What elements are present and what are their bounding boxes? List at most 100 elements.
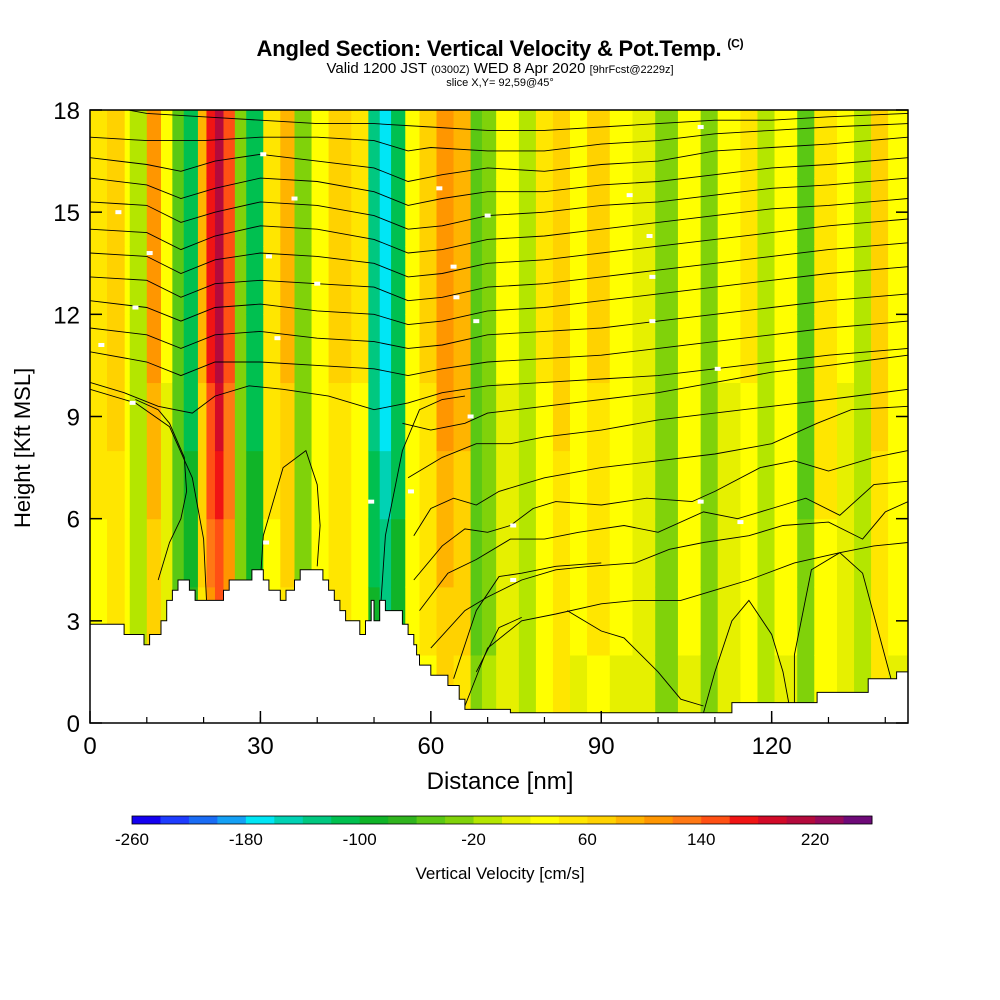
velocity-cell	[453, 246, 472, 315]
label-box	[98, 342, 105, 347]
velocity-cell	[814, 586, 838, 656]
velocity-cell	[294, 382, 313, 452]
velocity-cell	[328, 450, 352, 520]
velocity-cell	[587, 178, 611, 247]
theta-contour	[793, 552, 892, 703]
velocity-cell	[774, 110, 798, 179]
velocity-cell	[535, 314, 554, 384]
velocity-band	[570, 110, 588, 723]
velocity-cell	[161, 382, 173, 452]
label-box	[314, 281, 321, 286]
velocity-cell	[351, 314, 369, 384]
velocity-cell	[570, 178, 588, 247]
velocity-cell	[379, 246, 392, 315]
velocity-cell	[797, 246, 815, 315]
theta-contour-label	[510, 523, 517, 528]
velocity-cell	[280, 382, 296, 452]
velocity-cell	[183, 314, 199, 384]
velocity-cell	[481, 518, 497, 588]
forecast-info: [9hrFcst@2229z]	[589, 64, 674, 76]
velocity-cell	[419, 586, 438, 656]
velocity-cell	[223, 110, 236, 179]
x-axis-label: Distance [nm]	[426, 768, 574, 795]
velocity-cell	[161, 110, 173, 179]
velocity-cell	[587, 450, 611, 520]
velocity-cell	[470, 450, 483, 520]
theta-contour	[413, 405, 908, 536]
velocity-cell	[774, 382, 798, 452]
velocity-cell	[854, 314, 872, 384]
velocity-cell	[570, 518, 588, 588]
colorbar-tick-label: 220	[801, 830, 829, 849]
theta-contour	[453, 562, 602, 679]
velocity-cell	[419, 110, 438, 179]
velocity-band	[552, 110, 571, 723]
colorbar-swatch	[132, 816, 161, 824]
velocity-cell	[351, 110, 369, 179]
velocity-cell	[146, 314, 165, 384]
y-tick-label: 6	[67, 507, 80, 534]
velocity-cell	[368, 450, 381, 520]
velocity-cell	[570, 586, 588, 656]
velocity-cell	[700, 450, 719, 520]
colorbar: -260 -180 -100 -20 60 140 220	[115, 815, 873, 849]
velocity-cell	[197, 450, 210, 520]
velocity-cell	[814, 382, 838, 452]
velocity-cell	[677, 314, 702, 384]
theta-contour-label	[265, 254, 272, 259]
velocity-cell	[436, 110, 455, 179]
label-box	[436, 186, 443, 191]
velocity-cell	[436, 586, 455, 656]
velocity-cell	[496, 654, 520, 723]
velocity-cell	[311, 246, 330, 315]
velocity-cell	[700, 246, 719, 315]
velocity-cell	[379, 382, 392, 452]
theta-contour	[90, 218, 908, 278]
velocity-band	[774, 110, 798, 723]
velocity-cell	[496, 586, 520, 656]
colorbar-swatch	[188, 816, 218, 824]
velocity-cell	[391, 450, 406, 520]
velocity-band	[740, 110, 759, 723]
label-box	[646, 234, 653, 239]
x-tick-label: 30	[247, 733, 274, 760]
velocity-cell	[570, 110, 588, 179]
velocity-cell	[632, 586, 656, 656]
velocity-band	[632, 110, 656, 723]
velocity-cell	[391, 382, 406, 452]
colorbar-swatch	[758, 816, 788, 824]
velocity-cell	[129, 246, 148, 315]
velocity-cell	[717, 246, 742, 315]
colorbar-tick-label: -180	[229, 830, 263, 849]
velocity-cell	[655, 246, 679, 315]
velocity-cell	[90, 246, 108, 315]
velocity-cell	[518, 382, 537, 452]
terrain-mask	[90, 569, 908, 723]
colorbar-tick-label: -260	[115, 830, 149, 849]
velocity-cell	[552, 586, 571, 656]
velocity-cell	[481, 654, 497, 723]
velocity-cell	[223, 450, 236, 520]
velocity-cell	[700, 110, 719, 179]
velocity-band	[609, 110, 634, 723]
label-box	[697, 125, 704, 130]
velocity-cell	[294, 110, 313, 179]
velocity-cell	[328, 382, 352, 452]
theta-contour	[90, 388, 207, 601]
velocity-cell	[129, 178, 148, 247]
velocity-cell	[717, 382, 742, 452]
y-tick-label: 12	[53, 302, 80, 329]
velocity-cell	[717, 586, 742, 656]
x-tick-label: 0	[83, 733, 96, 760]
velocity-cell	[836, 586, 855, 656]
velocity-cell	[436, 450, 455, 520]
velocity-cell	[757, 178, 776, 247]
theta-contour	[407, 388, 908, 479]
velocity-cell	[107, 382, 125, 452]
velocity-cell	[481, 314, 497, 384]
velocity-cell	[836, 178, 855, 247]
velocity-cell	[518, 110, 537, 179]
velocity-cell	[214, 110, 225, 179]
velocity-cell	[570, 654, 588, 723]
